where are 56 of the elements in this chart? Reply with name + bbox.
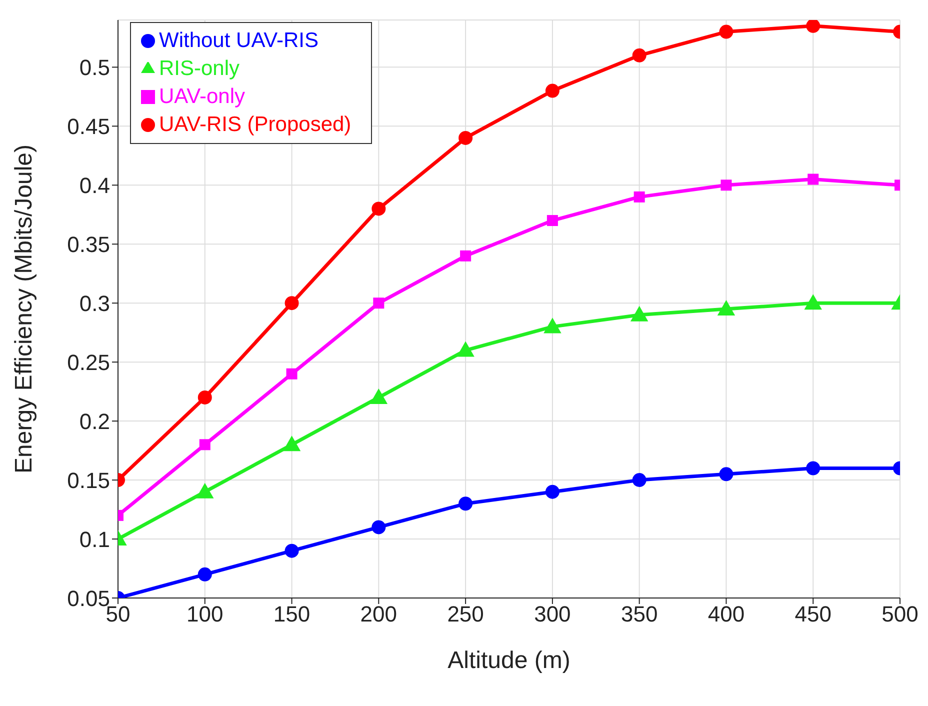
- y-tick-label: 0.3: [79, 290, 110, 316]
- point: [460, 250, 472, 262]
- point: [545, 484, 560, 499]
- point: [806, 20, 820, 33]
- point: [544, 318, 561, 334]
- point: [198, 390, 212, 404]
- x-tick-label: 100: [186, 602, 224, 627]
- point: [196, 483, 214, 498]
- y-tick-label: 0.4: [79, 172, 110, 198]
- y-tick-label: 0.1: [79, 526, 110, 552]
- point: [719, 467, 734, 482]
- y-tick-label: 0.2: [79, 408, 110, 434]
- point: [718, 300, 735, 316]
- point: [286, 368, 298, 380]
- point: [370, 388, 388, 404]
- point: [630, 306, 648, 322]
- point: [808, 174, 819, 185]
- y-tick-label: 0.35: [67, 232, 110, 257]
- point: [372, 520, 386, 534]
- point: [546, 215, 558, 226]
- x-tick-label: 200: [360, 602, 398, 627]
- x-tick-label: 450: [794, 602, 832, 627]
- point: [720, 180, 732, 191]
- point: [458, 496, 473, 511]
- y-tick-label: 0.5: [79, 54, 110, 80]
- y-tick-label: 0.45: [67, 114, 110, 139]
- x-tick-label: 250: [447, 602, 484, 627]
- point: [632, 48, 646, 62]
- point: [719, 24, 734, 39]
- legend-label: Without UAV-RIS: [159, 29, 318, 52]
- y-axis-title: Energy Efficiency (Mbits/Joule): [10, 144, 38, 474]
- point: [545, 84, 560, 98]
- point: [284, 296, 299, 310]
- point: [284, 544, 299, 558]
- x-tick-label: 350: [620, 602, 658, 627]
- legend-label: RIS-only: [159, 57, 240, 80]
- legend-label: UAV-only: [159, 85, 245, 108]
- point: [373, 298, 384, 309]
- point: [283, 436, 300, 452]
- y-tick-label: 0.25: [67, 350, 110, 375]
- x-axis-title: Altitude (m): [448, 647, 570, 674]
- point: [198, 567, 212, 582]
- point: [632, 473, 646, 488]
- point: [199, 439, 210, 450]
- point: [372, 202, 386, 216]
- point: [806, 461, 820, 476]
- point: [634, 191, 645, 202]
- legend-label: UAV-RIS (Proposed): [159, 113, 352, 136]
- point: [457, 342, 474, 357]
- x-tick-label: 150: [273, 602, 310, 627]
- x-tick-label: 500: [882, 602, 918, 627]
- x-tick-label: 300: [534, 602, 571, 627]
- point: [458, 130, 473, 145]
- point: [804, 294, 822, 310]
- x-tick-label: 400: [708, 602, 745, 627]
- y-tick-label: 0.15: [67, 468, 110, 493]
